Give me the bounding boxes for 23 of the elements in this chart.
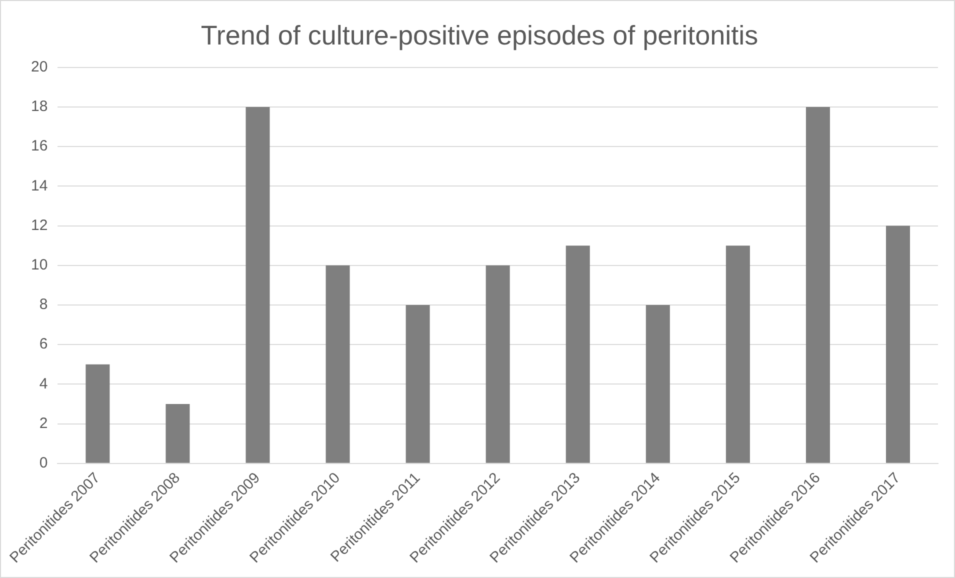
bar	[166, 404, 190, 463]
y-tick-label: 14	[30, 177, 48, 194]
bar	[86, 364, 110, 463]
y-tick-label: 6	[39, 336, 48, 353]
y-tick-label: 12	[30, 216, 48, 234]
bar	[646, 304, 670, 463]
y-tick-label: 10	[30, 256, 48, 274]
bar	[406, 304, 430, 463]
y-tick-label: 2	[39, 414, 48, 432]
bar	[326, 265, 350, 463]
bar	[246, 106, 270, 463]
bar	[726, 246, 750, 463]
y-tick-label: 20	[30, 58, 48, 76]
y-tick-label: 18	[30, 98, 48, 116]
y-tick-label: 0	[39, 454, 48, 472]
bar	[886, 226, 910, 463]
bar	[806, 106, 830, 463]
bar	[566, 246, 590, 463]
y-tick-label: 4	[39, 375, 48, 392]
y-tick-label: 16	[30, 138, 48, 155]
bar	[486, 265, 510, 463]
y-tick-label: 8	[39, 296, 48, 314]
chart-title: Trend of culture-positive episodes of peritonitis	[200, 20, 758, 51]
